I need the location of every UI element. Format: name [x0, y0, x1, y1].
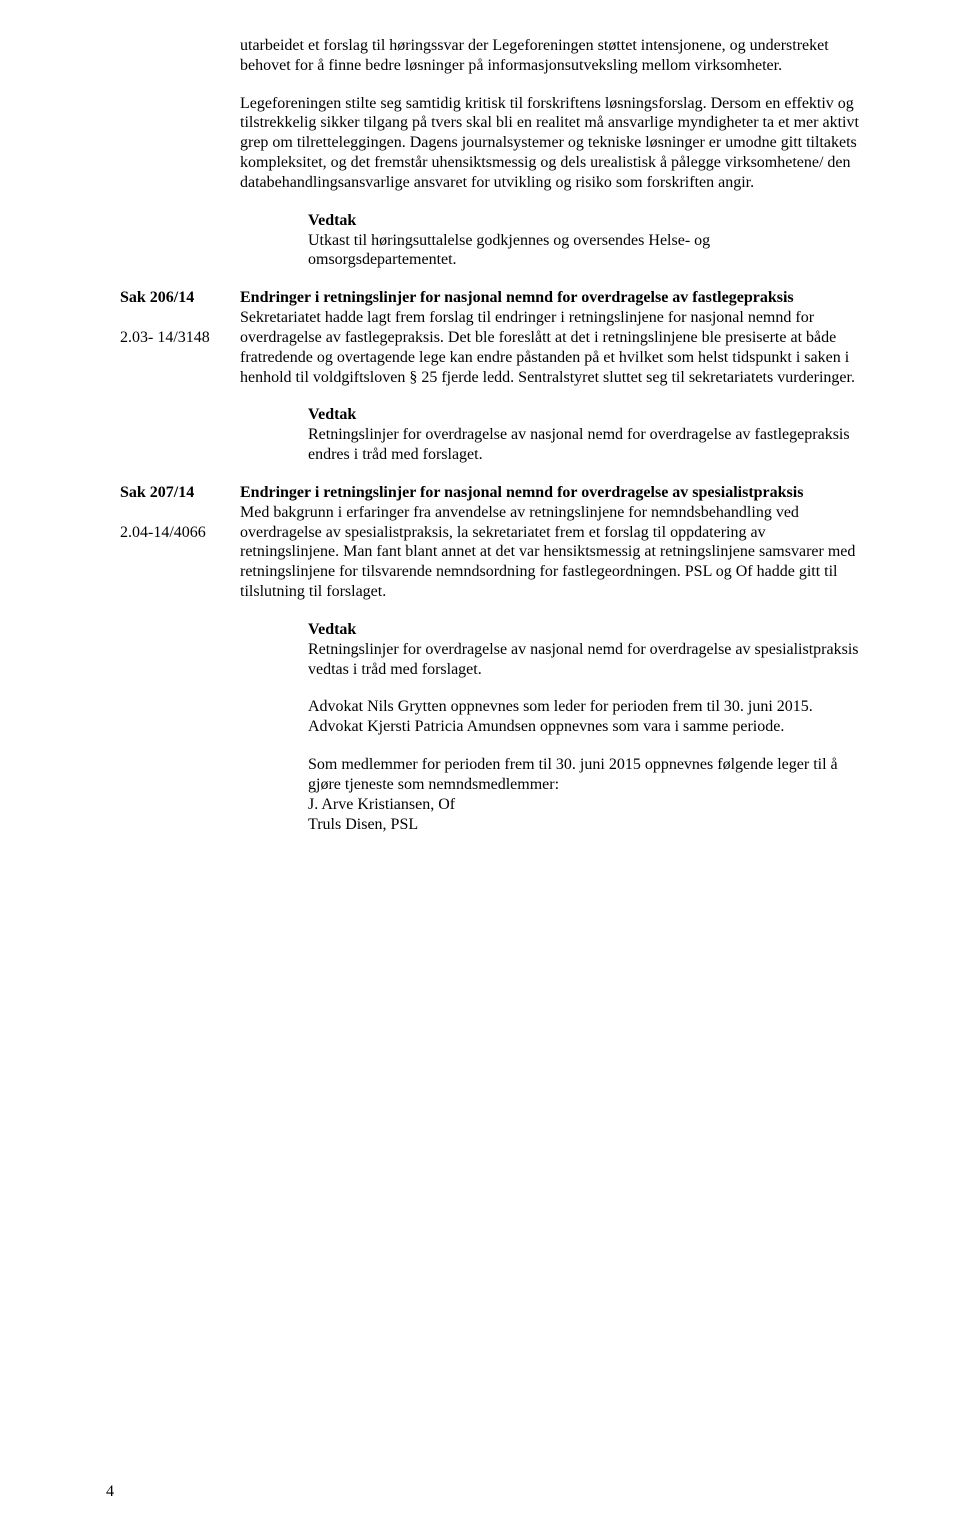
vedtak-block-207: Vedtak Retningslinjer for overdragelse a…: [308, 620, 862, 834]
sak-207-number: Sak 207/14: [120, 483, 240, 503]
vedtak-text-207-2: Advokat Nils Grytten oppnevnes som leder…: [308, 697, 862, 737]
intro-paragraph-2: Legeforeningen stilte seg samtidig kriti…: [240, 94, 862, 193]
sak-207-reference: 2.04-14/4066: [120, 523, 240, 543]
sak-206-number: Sak 206/14: [120, 288, 240, 308]
vedtak-block-1: Vedtak Utkast til høringsuttalelse godkj…: [308, 211, 862, 270]
vedtak-text-1: Utkast til høringsuttalelse godkjennes o…: [308, 231, 862, 271]
vedtak-member-2: Truls Disen, PSL: [308, 815, 862, 835]
vedtak-label-206: Vedtak: [308, 405, 862, 425]
vedtak-list-207: Som medlemmer for perioden frem til 30. …: [308, 755, 862, 834]
vedtak-text-206: Retningslinjer for overdragelse av nasjo…: [308, 425, 862, 465]
vedtak-label-207: Vedtak: [308, 620, 862, 640]
sak-207-body: Med bakgrunn i erfaringer fra anvendelse…: [240, 503, 862, 602]
sak-206-reference: 2.03- 14/3148: [120, 328, 240, 348]
sak-207-row: Sak 207/14 2.04-14/4066 Endringer i retn…: [0, 483, 862, 852]
sak-206-right: Endringer i retningslinjer for nasjonal …: [240, 288, 862, 483]
sak-207-left: Sak 207/14 2.04-14/4066: [0, 483, 240, 852]
intro-paragraph-1: utarbeidet et forslag til høringssvar de…: [240, 36, 862, 76]
page-number: 4: [106, 1483, 114, 1501]
vedtak-label: Vedtak: [308, 211, 862, 231]
sak-206-title: Endringer i retningslinjer for nasjonal …: [240, 288, 862, 308]
sak-206-left: Sak 206/14 2.03- 14/3148: [0, 288, 240, 483]
sak-206-body: Sekretariatet hadde lagt frem forslag ti…: [240, 308, 862, 387]
vedtak-text-207-1: Retningslinjer for overdragelse av nasjo…: [308, 640, 862, 680]
sak-207-right: Endringer i retningslinjer for nasjonal …: [240, 483, 862, 852]
vedtak-text-207-3: Som medlemmer for perioden frem til 30. …: [308, 755, 862, 795]
sak-207-title: Endringer i retningslinjer for nasjonal …: [240, 483, 862, 503]
sak-206-row: Sak 206/14 2.03- 14/3148 Endringer i ret…: [0, 288, 862, 483]
vedtak-block-206: Vedtak Retningslinjer for overdragelse a…: [308, 405, 862, 464]
vedtak-member-1: J. Arve Kristiansen, Of: [308, 795, 862, 815]
